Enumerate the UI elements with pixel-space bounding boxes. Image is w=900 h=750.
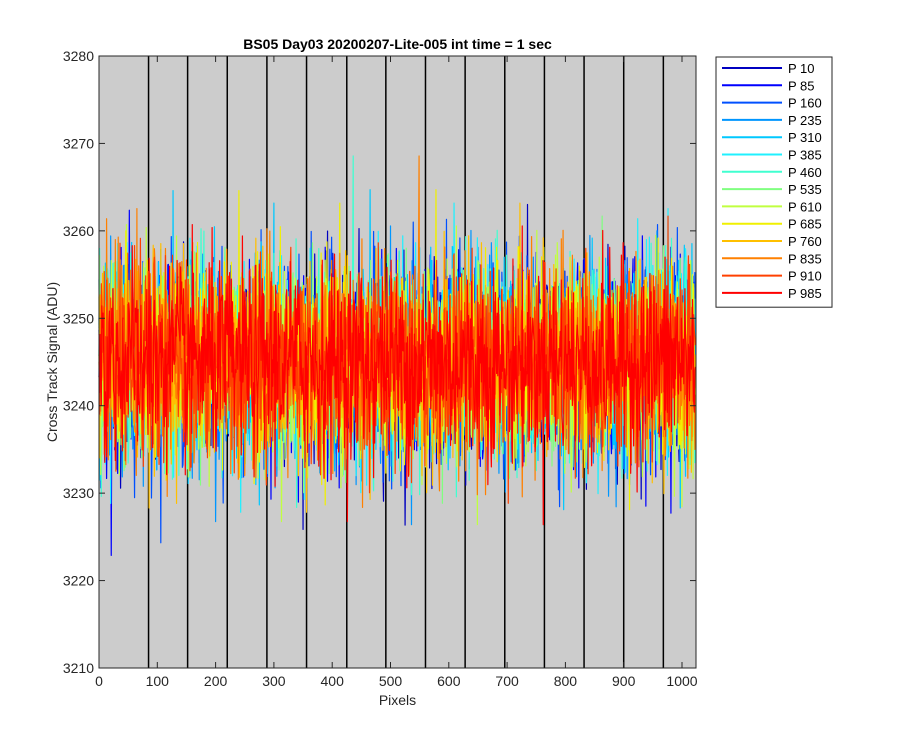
x-tick-label: 1000 xyxy=(666,673,697,689)
x-tick-label: 100 xyxy=(146,673,170,689)
x-tick-label: 500 xyxy=(379,673,403,689)
legend-label: P 160 xyxy=(788,96,822,111)
legend-label: P 385 xyxy=(788,148,822,163)
legend: P 10 P 85 P 160 P 235 P 310 P 385 P 460 P 535 P … xyxy=(715,56,833,308)
legend-label: P 235 xyxy=(788,113,822,128)
y-axis: 3210 3220 3230 3240 3250 3260 3270 3280 xyxy=(63,48,696,676)
x-tick-label: 200 xyxy=(204,673,228,689)
y-tick-label: 3220 xyxy=(63,573,94,589)
legend-label: P 535 xyxy=(788,182,822,197)
x-tick-label: 400 xyxy=(321,673,345,689)
legend-label: P 760 xyxy=(788,234,822,249)
x-tick-label: 0 xyxy=(95,673,103,689)
legend-label: P 685 xyxy=(788,217,822,232)
x-tick-label: 600 xyxy=(437,673,461,689)
x-tick-label: 900 xyxy=(612,673,636,689)
x-tick-label: 700 xyxy=(495,673,519,689)
series-lines xyxy=(98,155,697,556)
x-axis-label: Pixels xyxy=(379,692,416,708)
legend-label: P 835 xyxy=(788,251,822,266)
y-tick-label: 3250 xyxy=(63,310,94,326)
legend-box xyxy=(715,56,833,308)
legend-label: P 310 xyxy=(788,130,822,145)
legend-label: P 10 xyxy=(788,61,815,76)
x-tick-label: 300 xyxy=(262,673,286,689)
chart-title: BS05 Day03 20200207-Lite-005 int time = … xyxy=(243,36,552,52)
legend-label: P 985 xyxy=(788,286,822,301)
legend-label: P 610 xyxy=(788,199,822,214)
y-tick-label: 3240 xyxy=(63,398,94,414)
y-axis-label: Cross Track Signal (ADU) xyxy=(44,282,60,442)
y-tick-label: 3270 xyxy=(63,135,94,151)
legend-label: P 460 xyxy=(788,165,822,180)
y-tick-label: 3210 xyxy=(63,660,94,676)
y-tick-label: 3230 xyxy=(63,485,94,501)
x-axis: 0 100 200 300 400 500 600 700 800 900 1000 xyxy=(95,56,698,689)
y-tick-label: 3280 xyxy=(63,48,94,64)
y-tick-label: 3260 xyxy=(63,223,94,239)
legend-label: P 85 xyxy=(788,78,815,93)
series-line-p-985 xyxy=(98,223,697,526)
legend-label: P 910 xyxy=(788,269,822,284)
plot-frame xyxy=(98,55,697,669)
x-tick-label: 800 xyxy=(554,673,578,689)
